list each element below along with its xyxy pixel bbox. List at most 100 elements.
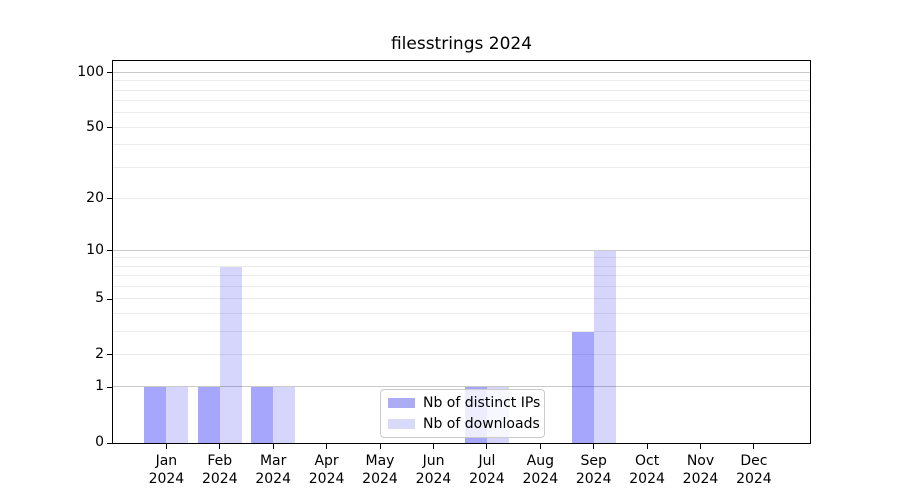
x-tick-apr xyxy=(326,444,328,449)
gridline-70 xyxy=(113,100,810,102)
x-tick-year: 2024 xyxy=(362,471,398,487)
gridline-10 xyxy=(113,249,810,251)
x-tick-year: 2024 xyxy=(201,471,238,487)
y-tick-5 xyxy=(107,298,112,300)
y-tick-label-100: 100 xyxy=(77,63,104,80)
gridline-20 xyxy=(113,197,810,199)
x-tick-year: 2024 xyxy=(682,471,719,487)
x-tick-label-may: May 2024 xyxy=(344,452,416,488)
y-tick-1 xyxy=(107,386,112,388)
x-tick-month: Aug xyxy=(526,453,554,469)
x-tick-year: 2024 xyxy=(736,471,772,487)
x-tick-year: 2024 xyxy=(308,471,345,487)
x-tick-label-dec: Dec 2024 xyxy=(718,452,790,488)
y-tick-label-10: 10 xyxy=(86,241,104,258)
y-tick-2 xyxy=(107,354,112,356)
gridline-3 xyxy=(113,330,810,332)
gridline-100 xyxy=(113,71,810,73)
bar-jan-nb-of-downloads xyxy=(166,387,189,443)
x-tick-year: 2024 xyxy=(148,471,185,487)
x-tick-label-jun: Jun 2024 xyxy=(398,452,470,488)
bar-mar-nb-of-distinct-ips xyxy=(251,387,274,443)
legend-swatch-distinct-ips xyxy=(388,398,415,408)
bar-sep-nb-of-distinct-ips xyxy=(571,331,594,443)
gridline-2 xyxy=(113,353,810,355)
y-tick-10 xyxy=(107,250,112,252)
gridline-7 xyxy=(113,275,810,277)
x-tick-jan xyxy=(165,444,167,449)
x-tick-month: Nov xyxy=(686,453,715,469)
x-tick-year: 2024 xyxy=(629,471,665,487)
x-tick-label-oct: Oct 2024 xyxy=(611,452,683,488)
x-tick-dec xyxy=(753,444,755,449)
x-tick-label-jan: Jan 2024 xyxy=(130,452,202,488)
x-tick-label-sep: Sep 2024 xyxy=(558,452,630,488)
gridline-50 xyxy=(113,126,810,128)
x-tick-aug xyxy=(539,444,541,449)
bar-feb-nb-of-downloads xyxy=(219,266,242,443)
y-tick-100 xyxy=(107,72,112,74)
gridline-60 xyxy=(113,112,810,114)
bar-mar-nb-of-downloads xyxy=(273,387,296,443)
legend-swatch-downloads xyxy=(388,419,415,429)
x-tick-label-feb: Feb 2024 xyxy=(184,452,256,488)
legend-label-downloads: Nb of downloads xyxy=(423,416,540,432)
x-tick-year: 2024 xyxy=(255,471,291,487)
x-tick-month: Oct xyxy=(634,453,660,469)
y-tick-50 xyxy=(107,127,112,129)
y-tick-label-0: 0 xyxy=(95,434,104,450)
y-tick-label-50: 50 xyxy=(86,118,104,135)
gridline-30 xyxy=(113,166,810,168)
x-tick-mar xyxy=(272,444,274,449)
x-tick-label-aug: Aug 2024 xyxy=(504,452,576,488)
gridline-40 xyxy=(113,144,810,146)
x-tick-month: Jun xyxy=(422,453,445,469)
x-tick-month: Apr xyxy=(314,453,339,469)
y-tick-label-5: 5 xyxy=(95,290,104,307)
x-tick-month: Jan xyxy=(155,453,178,469)
x-tick-year: 2024 xyxy=(575,471,612,487)
x-tick-month: Mar xyxy=(259,453,287,469)
x-tick-month: Dec xyxy=(740,453,768,469)
gridline-6 xyxy=(113,285,810,287)
x-tick-jul xyxy=(486,444,488,449)
y-tick-label-1: 1 xyxy=(95,378,104,395)
legend-item-distinct-ips: Nb of distinct IPs xyxy=(388,393,544,414)
y-tick-20 xyxy=(107,198,112,200)
x-tick-jun xyxy=(433,444,434,449)
gridline-4 xyxy=(113,312,810,314)
bar-jan-nb-of-distinct-ips xyxy=(144,387,167,443)
x-tick-feb xyxy=(219,444,221,449)
gridline-90 xyxy=(113,80,810,82)
gridline-1 xyxy=(113,386,810,388)
legend-item-downloads: Nb of downloads xyxy=(388,414,544,435)
x-tick-label-nov: Nov 2024 xyxy=(665,452,737,488)
x-tick-year: 2024 xyxy=(415,471,452,487)
x-tick-label-apr: Apr 2024 xyxy=(291,452,363,488)
x-tick-month: Sep xyxy=(580,453,607,469)
legend: Nb of distinct IPs Nb of downloads xyxy=(380,389,545,438)
bar-sep-nb-of-downloads xyxy=(593,250,616,443)
x-tick-year: 2024 xyxy=(469,471,505,487)
x-tick-sep xyxy=(593,444,595,449)
gridline-80 xyxy=(113,89,810,91)
plot-area: Nb of distinct IPs Nb of downloads xyxy=(112,60,811,444)
y-tick-0 xyxy=(107,442,112,444)
gridline-5 xyxy=(113,298,810,300)
legend-label-distinct-ips: Nb of distinct IPs xyxy=(423,395,541,411)
x-tick-label-jul: Jul 2024 xyxy=(451,452,523,488)
chart-title: filesstrings 2024 xyxy=(390,34,533,54)
x-tick-nov xyxy=(700,444,701,449)
x-tick-month: Feb xyxy=(207,453,233,469)
x-tick-month: May xyxy=(365,453,395,469)
x-tick-year: 2024 xyxy=(522,471,559,487)
x-tick-may xyxy=(379,444,381,449)
x-tick-month: Jul xyxy=(478,453,496,469)
y-tick-label-20: 20 xyxy=(86,189,104,206)
y-tick-label-2: 2 xyxy=(95,345,104,362)
bar-feb-nb-of-distinct-ips xyxy=(197,387,220,443)
gridline-8 xyxy=(113,265,810,267)
x-tick-oct xyxy=(646,444,648,449)
x-tick-label-mar: Mar 2024 xyxy=(237,452,309,488)
